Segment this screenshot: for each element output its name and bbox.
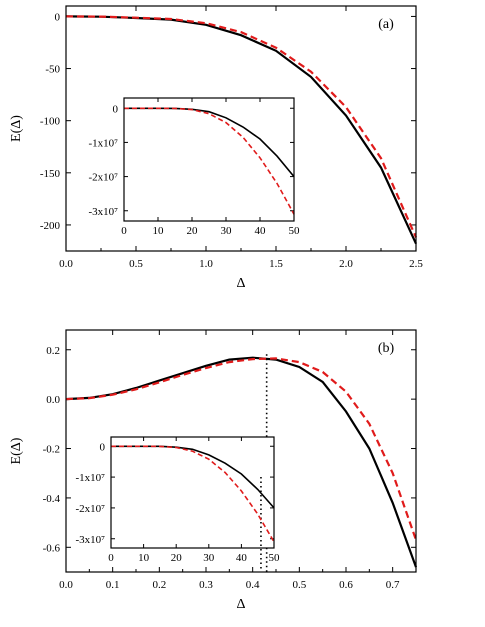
panel-b-inset-y-tick-label: -1x10⁷ [76,472,106,484]
panel-a-series-dashed-line [65,15,418,238]
panel-a-inset-y-tick-label: -1x10⁷ [89,137,119,149]
panel-b-y-axis-label: E(Δ) [9,437,24,464]
panel-a-x-tick-label: 1.5 [269,258,283,270]
panel-a-x-tick-label: 2.0 [339,258,353,270]
panel-a-inset: 0 10 20 30 40 50 0 -1x10⁷ -2x10⁷ -3x10⁷ [89,97,301,237]
panel-b-inset-y-tick-label: -3x10⁷ [76,534,106,546]
panel-a-y-tick-label: 0 [55,11,61,23]
panel-a-y-tick-label: -200 [40,220,61,232]
panel-b-y-tick-label: 0.2 [46,345,60,357]
panel-a-panel-tag: (a) [378,17,394,32]
panel-b-inset-x-tick-label: 30 [203,552,215,564]
panel-b-axes-frame [65,329,417,573]
panel-a-inset-x-tick-label: 20 [187,225,199,237]
panel-b-x-tick-label: 0.2 [152,579,166,591]
panel-b-x-axis-label: Δ [236,597,245,612]
panel-b-x-tick-label: 0.0 [59,579,73,591]
panel-a-x-tick-label: 0.5 [129,258,143,270]
panel-b-inset-x-tick-label: 10 [138,552,150,564]
panel-a-x-tick-label: 0.0 [59,258,73,270]
panel-b-x-tick-label: 0.5 [292,579,306,591]
panel-b-inset-x-tick-label: 20 [171,552,183,564]
panel-b-inset-y-tick-label: -2x10⁷ [76,503,106,515]
panel-a-inset-y-tick-label: 0 [113,103,119,115]
panel-a-axes-frame [65,5,417,252]
panel-a-inset-x-tick-label: 50 [289,225,301,237]
panel-a-y-tick-label: -150 [40,168,61,180]
panel-b-x-tick-label: 0.6 [339,579,353,591]
panel-b-y-tick-label: -0.4 [43,493,61,505]
panel-b-inset-inset-background [111,437,274,548]
panel-b-inset-axes-frame [110,436,275,549]
panel-a: 0.0 0.5 1.0 1.5 2.0 2.5 0 -50 -100 -150 -200 (a) Δ E(… [9,5,423,291]
panel-b-panel-tag: (b) [378,341,395,356]
panel-a-x-axis-label: Δ [236,276,245,291]
panel-b-y-tick-label: -0.2 [43,444,60,456]
panel-a-inset-series-dashed-line [124,107,295,215]
panel-b-x-tick-label: 0.3 [199,579,213,591]
panel-b-x-tick-label: 0.4 [246,579,260,591]
panel-b-x-tick-label: 0.1 [106,579,120,591]
panel-b-y-tick-label: 0.0 [46,394,60,406]
panel-a-y-axis-label: E(Δ) [9,115,24,142]
panel-b-x-tick-label: 0.7 [386,579,400,591]
panel-a-inset-x-tick-label: 0 [121,225,127,237]
panel-b-series-dashed-line [65,357,418,541]
panel-a-inset-y-tick-label: -3x10⁷ [89,206,119,218]
panel-b-inset-y-tick-label: 0 [100,441,106,453]
panel-b-inset: 0 10 20 30 40 50 0 -1x10⁷ -2x10⁷ -3x10⁷ [76,436,281,570]
panel-b-y-tick-label: -0.6 [43,542,61,554]
panel-a-inset-x-tick-label: 40 [255,225,267,237]
panel-b-inset-series-dashed-line [111,445,275,543]
panel-a-y-tick-label: -50 [45,64,60,76]
panel-a-inset-axes-frame [123,97,295,222]
panel-b-inset-x-tick-label: 40 [236,552,248,564]
panel-a-inset-inset-background [124,98,294,221]
panel-b-inset-x-tick-label: 0 [108,552,114,564]
panel-a-inset-x-tick-label: 10 [153,225,165,237]
panel-b: 0.0 0.1 0.2 0.3 0.4 0.5 0.6 0.7 0.2 0.0 -0.2 -0.4 -0… [9,329,418,612]
panel-a-inset-x-tick-label: 30 [221,225,233,237]
panel-a-inset-y-tick-label: -2x10⁷ [89,172,119,184]
panel-a-y-tick-label: -100 [40,116,61,128]
panel-a-x-tick-label: 1.0 [199,258,213,270]
panel-a-x-tick-label: 2.5 [409,258,423,270]
panel-b-inset-x-tick-label: 50 [269,552,281,564]
